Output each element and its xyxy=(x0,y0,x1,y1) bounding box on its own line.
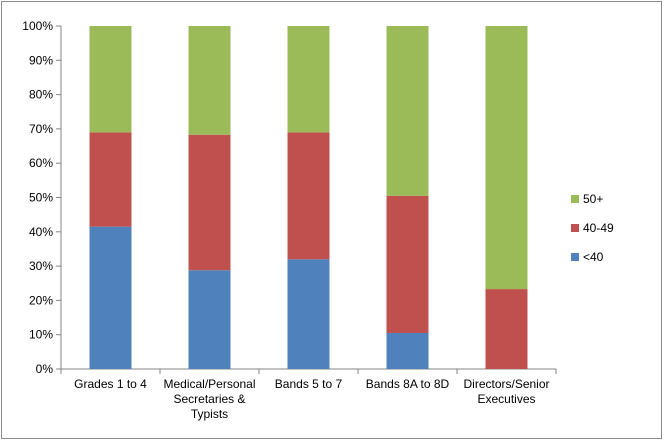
bars xyxy=(89,26,528,369)
legend-swatch xyxy=(571,224,579,232)
category-labels: Grades 1 to 4 Medical/Personal Secretaries… xyxy=(74,377,549,421)
y-tick-label: 0% xyxy=(36,362,54,376)
y-tick-label: 50% xyxy=(29,191,53,205)
bar-segment xyxy=(188,134,231,271)
bar-segment xyxy=(485,26,528,290)
legend-label: 40-49 xyxy=(583,221,614,235)
bar-segment xyxy=(287,259,330,369)
bar-segment xyxy=(485,289,528,369)
bar-segment xyxy=(386,195,429,333)
legend-swatch xyxy=(571,253,579,261)
bar-segment xyxy=(386,332,429,369)
y-tick-label: 90% xyxy=(29,53,53,67)
bar-segment xyxy=(89,26,132,133)
y-tick-label: 60% xyxy=(29,156,53,170)
x-category-label: Bands 8A to 8D xyxy=(366,377,450,391)
bar-segment xyxy=(287,132,330,260)
legend-swatch xyxy=(571,195,579,203)
x-category-label: Grades 1 to 4 xyxy=(74,377,147,391)
y-tick-label: 10% xyxy=(29,328,53,342)
legend-label: 50+ xyxy=(583,192,603,206)
bar-segment xyxy=(89,226,132,369)
legend-label: <40 xyxy=(583,250,604,264)
y-tick-label: 70% xyxy=(29,122,53,136)
x-category-label: Medical/Personal Secretaries & Typists xyxy=(163,377,255,421)
bar-segment xyxy=(386,26,429,196)
bar-segment xyxy=(287,26,330,133)
x-category-label: Bands 5 to 7 xyxy=(275,377,343,391)
y-tick-label: 20% xyxy=(29,293,53,307)
x-category-label: Directors/Senior Executives xyxy=(463,377,549,406)
bar-segment xyxy=(188,26,231,135)
y-tick-label: 80% xyxy=(29,88,53,102)
y-tick-label: 30% xyxy=(29,259,53,273)
bar-segment xyxy=(188,270,231,369)
legend: 50+ 40-49 <40 xyxy=(571,192,614,264)
axes: 0% 10% 20% 30% 40% 50% 60% 70% 80% 90% 100% xyxy=(22,19,557,376)
y-tick-label: 40% xyxy=(29,225,53,239)
y-tick-label: 100% xyxy=(22,19,53,33)
bar-segment xyxy=(89,132,132,227)
